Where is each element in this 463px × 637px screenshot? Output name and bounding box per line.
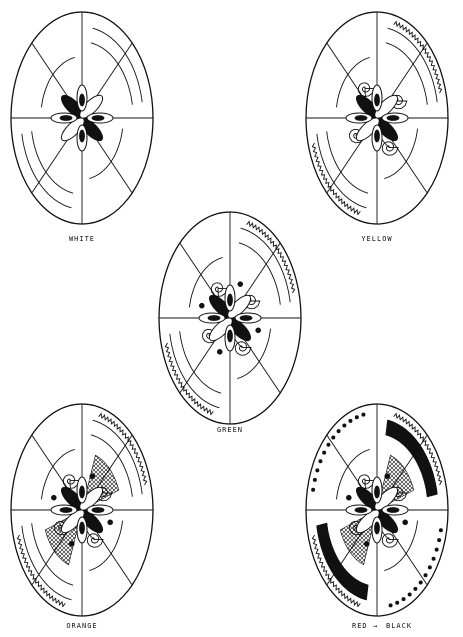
caption-red: RED [352,622,368,630]
border-dot [413,586,418,591]
center-leaf-core [79,521,85,535]
black-band [385,419,438,498]
border-dot [318,459,323,464]
border-dot [431,556,436,561]
center-leaf-core [386,507,400,513]
center-leaf-core [386,115,400,121]
center-leaf-core [374,129,380,143]
border-dot [336,429,341,434]
center-leaf-core [227,293,233,307]
accent-dot [51,494,57,501]
border-dot [427,565,432,570]
accent-dot [402,519,408,526]
caption-yellow: YELLOW [361,235,392,243]
border-dot [401,597,406,602]
egg-red-black-stage [305,403,449,617]
center-leaf-core [354,507,368,513]
caption-white: WHITE [69,235,95,243]
center-leaf-core [59,507,73,513]
center-leaf-core [59,115,73,121]
center-leaf-core [91,115,105,121]
border-dot [361,412,366,417]
center-leaf-core [374,521,380,535]
border-dot [312,477,317,482]
center-leaf-core [79,129,85,143]
accent-dot [199,302,205,309]
egg-white-stage [10,11,154,225]
accent-dot [384,473,391,479]
center-leaf-core [91,507,105,513]
egg-yellow-stage [305,11,449,225]
center-leaf-core [374,485,380,499]
center-leaf-core [207,315,221,321]
accent-dot [255,327,261,334]
border-dot [348,418,353,423]
border-dot [423,573,428,578]
accent-dot [237,281,244,287]
accent-dot [89,473,96,479]
black-band [316,522,369,601]
border-dot [418,580,423,585]
center-leaf-core [354,115,368,121]
border-dot [315,468,320,473]
border-dot [322,450,327,455]
caption-black: BLACK [386,622,412,630]
center-leaf-core [79,485,85,499]
border-dot [354,415,359,420]
center-leaf-core [374,93,380,107]
center-leaf-core [227,329,233,343]
accent-dot [346,494,352,501]
egg-green-stage [158,211,302,425]
border-dot [434,547,439,552]
border-dot [438,528,443,533]
caption-arrow: → [373,622,378,630]
border-dot [311,487,316,492]
caption-orange: ORANGE [66,622,97,630]
accent-dot [216,349,223,355]
center-leaf-core [79,93,85,107]
border-dot [331,435,336,440]
accent-dot [68,541,75,547]
accent-dot [363,541,370,547]
border-dot [326,442,331,447]
border-dot [395,600,400,605]
border-dot [342,423,347,428]
border-dot [407,592,412,597]
caption-green: GREEN [217,426,243,434]
border-dot [388,603,393,608]
egg-orange-stage [10,403,154,617]
accent-dot [107,519,113,526]
center-leaf-core [239,315,253,321]
border-dot [437,538,442,543]
